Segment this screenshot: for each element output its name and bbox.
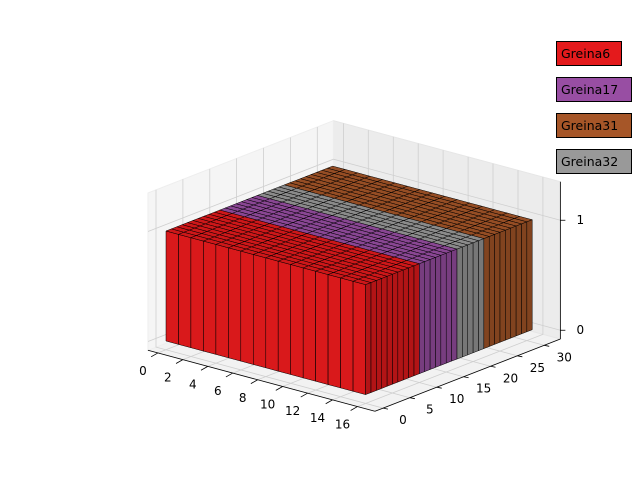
z-gridline <box>147 158 561 232</box>
y-axis-line <box>374 338 561 412</box>
bar-side-face <box>445 250 452 364</box>
bar-side-face <box>526 219 533 333</box>
bar-side-face <box>397 269 404 383</box>
bar-front-face <box>215 244 229 359</box>
bar-front-face <box>290 264 304 379</box>
z-tick-label: 0 <box>577 323 585 337</box>
bar-front-face <box>240 250 254 365</box>
bar-side-face <box>488 234 495 347</box>
y-tick-label: 0 <box>399 413 407 427</box>
bar-top-face <box>352 278 372 285</box>
bar-side-face <box>478 238 485 352</box>
axes-lines <box>147 181 561 412</box>
bar-front-face <box>340 277 354 392</box>
bar-front-face <box>265 257 279 372</box>
y-tick-mark <box>517 355 523 358</box>
bar-side-face <box>424 259 431 372</box>
y-tick-label: 10 <box>449 392 464 406</box>
bar-side-face <box>483 236 490 349</box>
x-tick-label: 10 <box>260 397 275 411</box>
x-tick-mark <box>200 366 209 371</box>
x-tick-label: 12 <box>285 404 300 418</box>
y-tick-mark <box>382 407 389 410</box>
bar-side-face <box>402 267 409 381</box>
x-tick-mark <box>225 372 233 378</box>
x-tick-label: 8 <box>239 391 247 405</box>
bar-side-face <box>472 240 479 354</box>
x-tick-label: 0 <box>139 364 147 378</box>
legend-item-greina31: Greina31 <box>556 113 632 138</box>
bar-side-face <box>413 263 420 377</box>
bar-side-face <box>392 271 399 385</box>
bar-front-face <box>302 267 316 382</box>
y-gridline <box>155 189 384 409</box>
bar-side-face <box>376 278 382 391</box>
bar-front-face <box>178 234 192 349</box>
bar-side-face <box>370 280 377 393</box>
y-tick-label: 30 <box>557 350 572 364</box>
y-tick-mark <box>490 365 496 368</box>
bar-side-face <box>429 257 436 370</box>
y-tick-label: 25 <box>530 361 545 375</box>
x-tick-mark <box>300 392 308 398</box>
bar-side-face <box>510 225 517 339</box>
y-tick-mark <box>409 397 415 400</box>
x-tick-label: 2 <box>164 371 172 385</box>
bar-side-face <box>365 282 372 395</box>
y-tick-mark <box>463 376 469 379</box>
y-tick-label: 15 <box>476 382 491 396</box>
z-tick-label: 1 <box>577 213 585 227</box>
y-tick-label: 20 <box>503 371 518 385</box>
bar-front-face <box>190 237 204 352</box>
bar-side-face <box>494 231 501 345</box>
bar-side-face <box>467 242 474 356</box>
legend-item-greina6: Greina6 <box>556 41 622 66</box>
bar-front-face <box>327 274 341 389</box>
bar-front-face <box>253 254 267 369</box>
bars-group <box>165 165 534 395</box>
bar-front-face <box>203 240 217 355</box>
y-tick-mark <box>436 386 442 389</box>
x-tick-mark <box>350 406 358 411</box>
bar-side-face <box>408 265 415 379</box>
x-tick-label: 16 <box>335 418 350 432</box>
bar-side-face <box>499 229 506 343</box>
x-tick-label: 14 <box>310 411 325 425</box>
x-tick-label: 6 <box>214 384 222 398</box>
bar-front-face <box>228 247 242 362</box>
bar-side-face <box>521 221 528 335</box>
x-tick-mark <box>250 379 258 384</box>
bar-front-face <box>352 280 366 395</box>
bar-side-face <box>440 252 447 366</box>
x-tick-mark <box>150 352 159 358</box>
bar-side-face <box>381 275 388 389</box>
x-tick-mark <box>325 399 333 405</box>
bar-side-face <box>419 261 425 375</box>
y-tick-label: 5 <box>426 403 434 417</box>
bar-front-face <box>315 270 329 385</box>
legend: Greina6 Greina17 Greina31 Greina32 <box>556 41 636 185</box>
x-tick-label: 4 <box>189 377 197 391</box>
tick-labels: 0 2 4 6 8 10 12 14 16 0 5 10 15 20 25 30 0 1 <box>139 213 584 431</box>
legend-item-greina17: Greina17 <box>556 77 632 102</box>
x-tick-mark <box>175 359 184 364</box>
bar-side-face <box>456 246 463 360</box>
legend-item-greina32: Greina32 <box>556 149 632 174</box>
bar-side-face <box>462 244 468 358</box>
bar-front-face <box>277 260 291 375</box>
bar-side-face <box>435 254 442 368</box>
bar-side-face <box>505 227 511 341</box>
bar-side-face <box>386 273 393 387</box>
x-axis-line <box>147 349 376 412</box>
bar-side-face <box>515 223 522 337</box>
bar <box>352 278 372 395</box>
x-tick-mark <box>275 386 283 391</box>
bar-side-face <box>451 248 458 362</box>
y-tick-mark <box>544 344 550 347</box>
bar-front-face <box>165 230 179 345</box>
